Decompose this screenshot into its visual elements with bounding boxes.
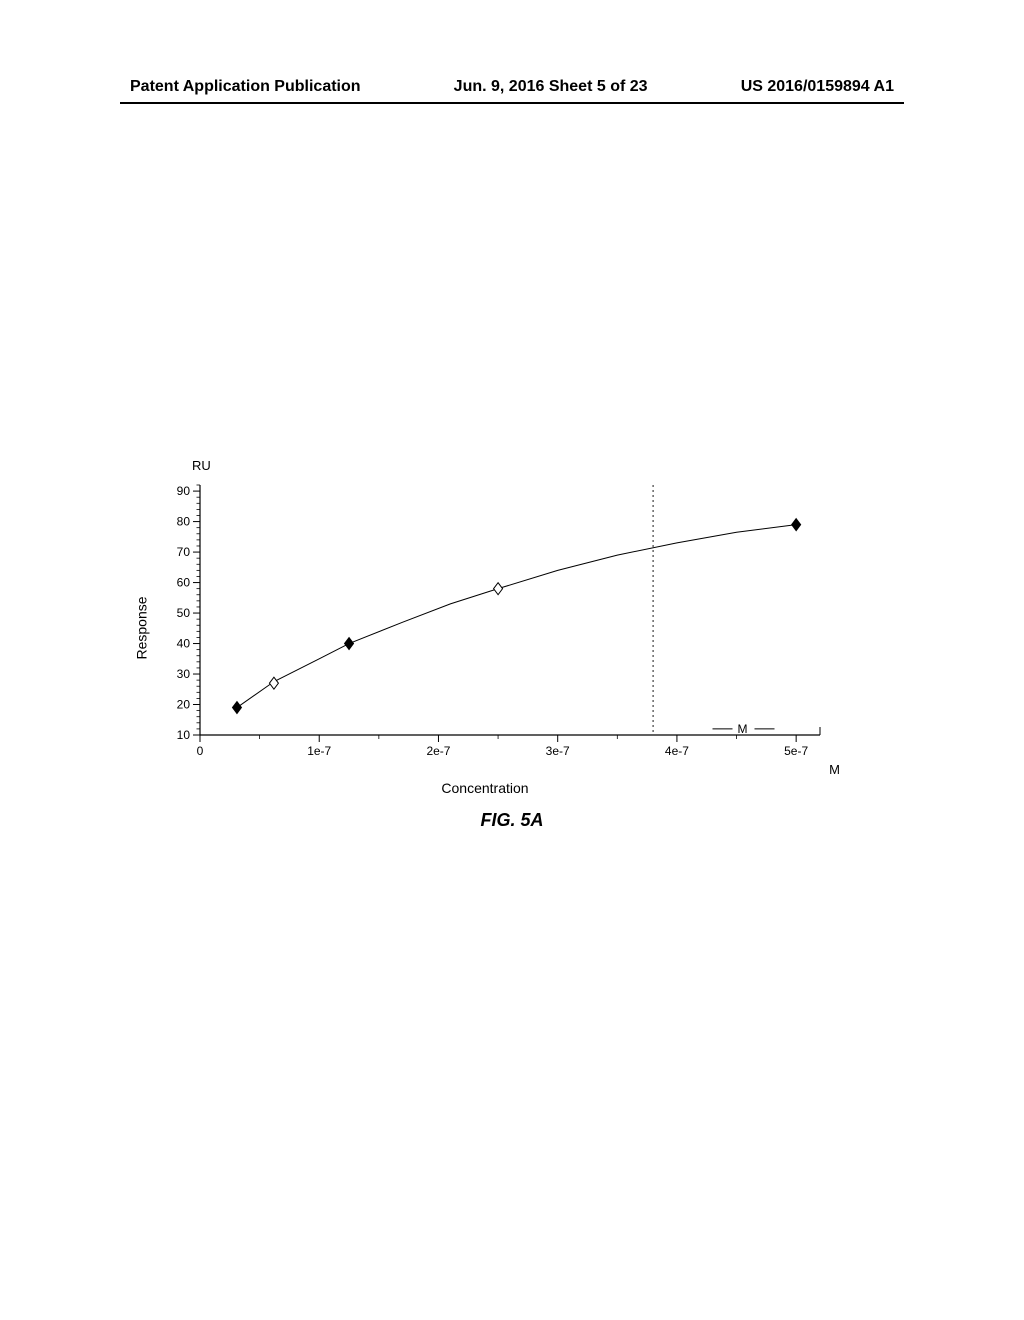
ru-unit-label: RU — [192, 458, 211, 473]
header-center: Jun. 9, 2016 Sheet 5 of 23 — [454, 78, 648, 96]
svg-text:2e-7: 2e-7 — [426, 744, 450, 758]
page: Patent Application Publication Jun. 9, 2… — [0, 0, 1024, 1320]
x-axis-unit: M — [829, 762, 840, 777]
svg-text:40: 40 — [177, 637, 191, 651]
header-row: Patent Application Publication Jun. 9, 2… — [0, 78, 1024, 96]
y-axis-label: Response — [134, 596, 150, 659]
svg-text:4e-7: 4e-7 — [665, 744, 689, 758]
x-axis-label: Concentration — [140, 780, 830, 796]
svg-text:1e-7: 1e-7 — [307, 744, 331, 758]
chart-container: RU Response 10203040506070809001e-72e-73… — [140, 480, 830, 775]
header-rule — [120, 102, 904, 104]
header-right: US 2016/0159894 A1 — [741, 78, 894, 96]
svg-text:90: 90 — [177, 484, 191, 498]
svg-text:10: 10 — [177, 728, 191, 742]
svg-text:5e-7: 5e-7 — [784, 744, 808, 758]
svg-text:70: 70 — [177, 545, 191, 559]
svg-text:30: 30 — [177, 667, 191, 681]
response-vs-concentration-chart: 10 20 30 40 50 60 70 80 90 0 1e-7 2e-7 3e-7 4e-7 5e-7 M — [140, 480, 840, 775]
svg-text:0: 0 — [197, 744, 204, 758]
svg-text:M: M — [738, 722, 748, 736]
svg-text:50: 50 — [177, 606, 191, 620]
page-header: Patent Application Publication Jun. 9, 2… — [0, 78, 1024, 104]
header-left: Patent Application Publication — [130, 78, 361, 96]
svg-text:3e-7: 3e-7 — [546, 744, 570, 758]
svg-text:20: 20 — [177, 698, 191, 712]
svg-text:80: 80 — [177, 515, 191, 529]
svg-text:60: 60 — [177, 576, 191, 590]
figure-caption: FIG. 5A — [0, 810, 1024, 831]
